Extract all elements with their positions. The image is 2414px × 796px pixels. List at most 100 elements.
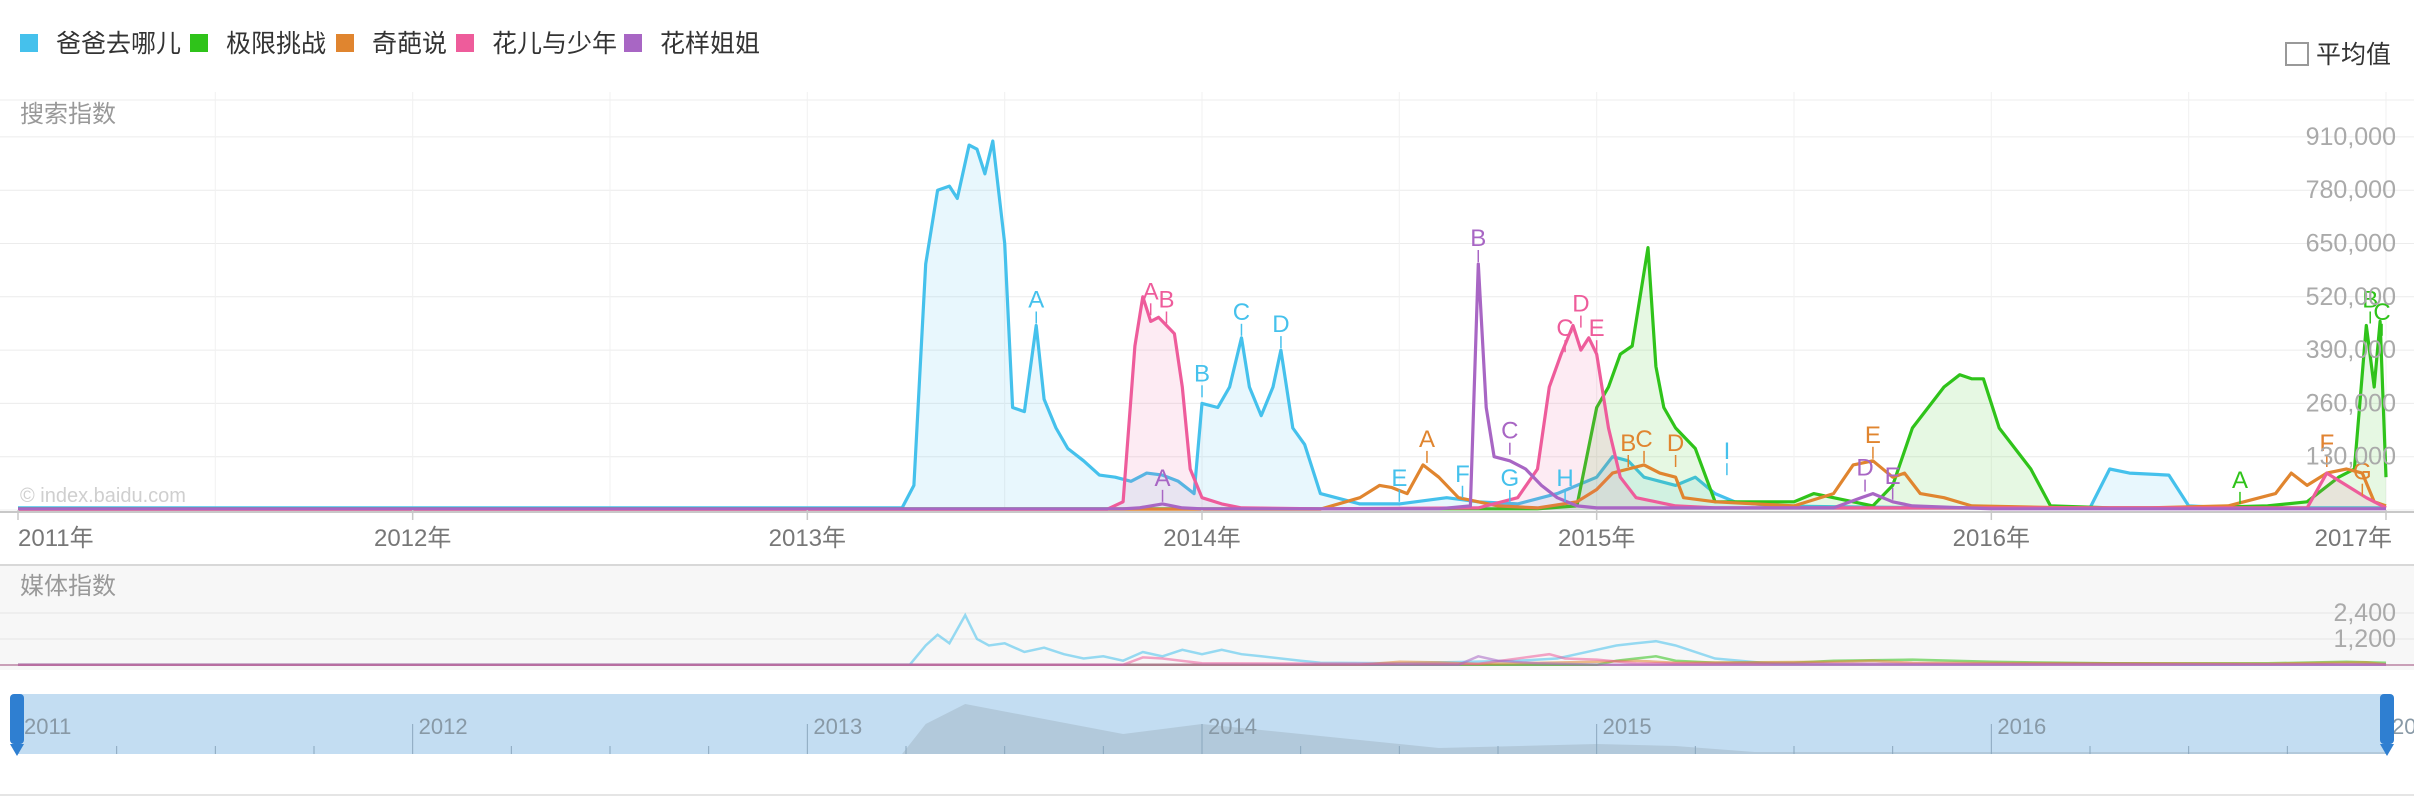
legend-label: 奇葩说 — [372, 30, 447, 58]
event-marker-g[interactable]: G — [1501, 465, 1520, 502]
event-marker-label: E — [1865, 422, 1881, 449]
legend-item-5[interactable]: 花样姐姐 — [624, 30, 760, 58]
average-toggle[interactable]: 平均值 — [2285, 41, 2391, 69]
navigator-tick-label: 2016 — [1997, 714, 2046, 739]
legend-label: 花样姐姐 — [660, 30, 760, 58]
event-marker-h[interactable]: H — [1556, 465, 1574, 502]
main-y-ticks: 130,000 260,000 390,000 520,000 650,000 780,0… — [2306, 123, 2396, 471]
average-label: 平均值 — [2316, 41, 2391, 69]
event-marker-g[interactable]: G — [2353, 459, 2372, 496]
event-marker-i[interactable]: I — [1724, 438, 1731, 476]
event-marker-e[interactable]: E — [1885, 463, 1901, 500]
event-marker-e[interactable]: E — [1865, 422, 1881, 459]
event-marker-label: E — [1391, 465, 1407, 492]
legend-swatch — [336, 34, 354, 52]
media-line-a866c4[interactable] — [18, 654, 2386, 667]
event-marker-b[interactable]: B — [2362, 287, 2378, 324]
event-marker-c[interactable]: C — [1556, 315, 1574, 353]
legend-label: 爸爸去哪儿 — [56, 30, 181, 58]
event-marker-c[interactable]: C — [1233, 299, 1250, 336]
navigator-tick-label: 2014 — [1208, 714, 1257, 739]
event-marker-d[interactable]: D — [1272, 311, 1290, 349]
media-y-tick-label: 1,200 — [2333, 625, 2396, 653]
event-marker-label: C — [1635, 426, 1652, 453]
event-marker-label: A — [1143, 278, 1159, 305]
event-marker-c[interactable]: C — [1501, 418, 1519, 455]
event-marker-label: D — [1572, 291, 1589, 318]
event-marker-label: I — [1724, 438, 1731, 465]
event-marker-label: F — [1455, 461, 1470, 488]
event-marker-label: E — [1589, 315, 1605, 342]
x-tick-label: 2014年 — [1163, 525, 1240, 552]
series-line-a866c4[interactable] — [18, 262, 2386, 511]
main-series — [18, 139, 2388, 511]
y-tick-label: 780,000 — [2306, 176, 2396, 204]
event-marker-a[interactable]: A — [1155, 465, 1171, 502]
event-marker-e[interactable]: E — [1391, 465, 1407, 502]
event-marker-c[interactable]: C — [2373, 299, 2391, 336]
x-tick-label: 2013年 — [769, 525, 846, 552]
legend-swatch — [190, 34, 208, 52]
event-marker-b[interactable]: B — [1194, 360, 1210, 398]
event-marker-f[interactable]: F — [2319, 430, 2334, 467]
event-marker-a[interactable]: A — [1143, 278, 1159, 316]
navigator-tick-label: 2012 — [419, 714, 468, 739]
navigator-left-handle[interactable] — [10, 694, 24, 756]
navigator-tick-label: 2011 — [24, 714, 71, 739]
main-panel-label: 搜索指数 — [20, 101, 116, 128]
event-marker-label: G — [1501, 465, 1520, 492]
event-marker-b[interactable]: B — [1158, 287, 1174, 324]
media-series — [18, 612, 2387, 667]
series-line-e0852f[interactable] — [18, 459, 2387, 511]
event-marker-c[interactable]: C — [1635, 426, 1653, 463]
legend-item-4[interactable]: 花儿与少年 — [456, 30, 617, 58]
navigator-ticks: 2011 2012 2013 2014 2015 2016 2017 — [17, 704, 2414, 754]
event-marker-d[interactable]: D — [1572, 291, 1590, 328]
event-marker-label: E — [1885, 463, 1901, 490]
event-marker-d[interactable]: D — [1667, 430, 1684, 467]
y-tick-label: 520,000 — [2306, 283, 2396, 311]
series-line-2fc31a[interactable] — [18, 246, 2388, 511]
legend-swatch — [20, 34, 38, 52]
event-marker-b[interactable]: B — [1620, 430, 1636, 467]
event-marker-label: C — [1501, 418, 1518, 445]
navigator-right-handle[interactable] — [2380, 694, 2394, 756]
event-marker-a[interactable]: A — [1419, 426, 1435, 463]
x-tick-label: 2016年 — [1953, 525, 2030, 552]
y-tick-label: 260,000 — [2306, 389, 2396, 417]
navigator[interactable]: 2011 2012 2013 2014 2015 2016 2017 — [0, 694, 2414, 796]
media-line-45c1ec[interactable] — [18, 612, 2386, 666]
event-marker-label: C — [1556, 315, 1573, 342]
x-tick-label: 2017年 — [2315, 525, 2392, 552]
x-tick-label: 2011年 — [18, 525, 94, 552]
event-marker-a[interactable]: A — [1028, 287, 1044, 324]
y-tick-label: 650,000 — [2306, 230, 2396, 258]
legend-item-2[interactable]: 极限挑战 — [190, 30, 326, 58]
legend-label: 花儿与少年 — [492, 30, 617, 58]
event-marker-label: B — [1620, 430, 1636, 457]
average-checkbox[interactable] — [2285, 42, 2309, 66]
y-tick-label: 130,000 — [2306, 443, 2396, 471]
main-panel: 搜索指数 © index.baidu.com ABC DE F G HIA BCDEFAB… — [0, 92, 2414, 552]
y-tick-label: 910,000 — [2306, 123, 2396, 151]
event-marker-b[interactable]: B — [1470, 225, 1486, 262]
legend-label: 极限挑战 — [226, 30, 326, 58]
series-area-45c1ec — [18, 141, 2386, 510]
legend-item-1[interactable]: 爸爸去哪儿 — [20, 30, 181, 58]
event-marker-label: A — [2232, 467, 2248, 494]
event-marker-label: D — [1856, 455, 1873, 482]
event-marker-e[interactable]: E — [1589, 315, 1605, 353]
event-marker-label: C — [1233, 299, 1250, 326]
event-marker-f[interactable]: F — [1455, 461, 1470, 498]
x-ticks: 2011年 2012年 2013年 2014年 2015年 2016年 2017年 — [17, 510, 2392, 552]
event-marker-a[interactable]: A — [2232, 467, 2248, 504]
legend-item-3[interactable]: 奇葩说 — [336, 30, 447, 58]
event-marker-label: B — [1158, 287, 1174, 314]
x-tick-label: 2012年 — [374, 525, 451, 552]
event-marker-label: F — [2319, 430, 2334, 457]
x-tick-label: 2015年 — [1558, 525, 1635, 552]
event-marker-d[interactable]: D — [1856, 455, 1874, 492]
event-marker-label: H — [1556, 465, 1573, 492]
